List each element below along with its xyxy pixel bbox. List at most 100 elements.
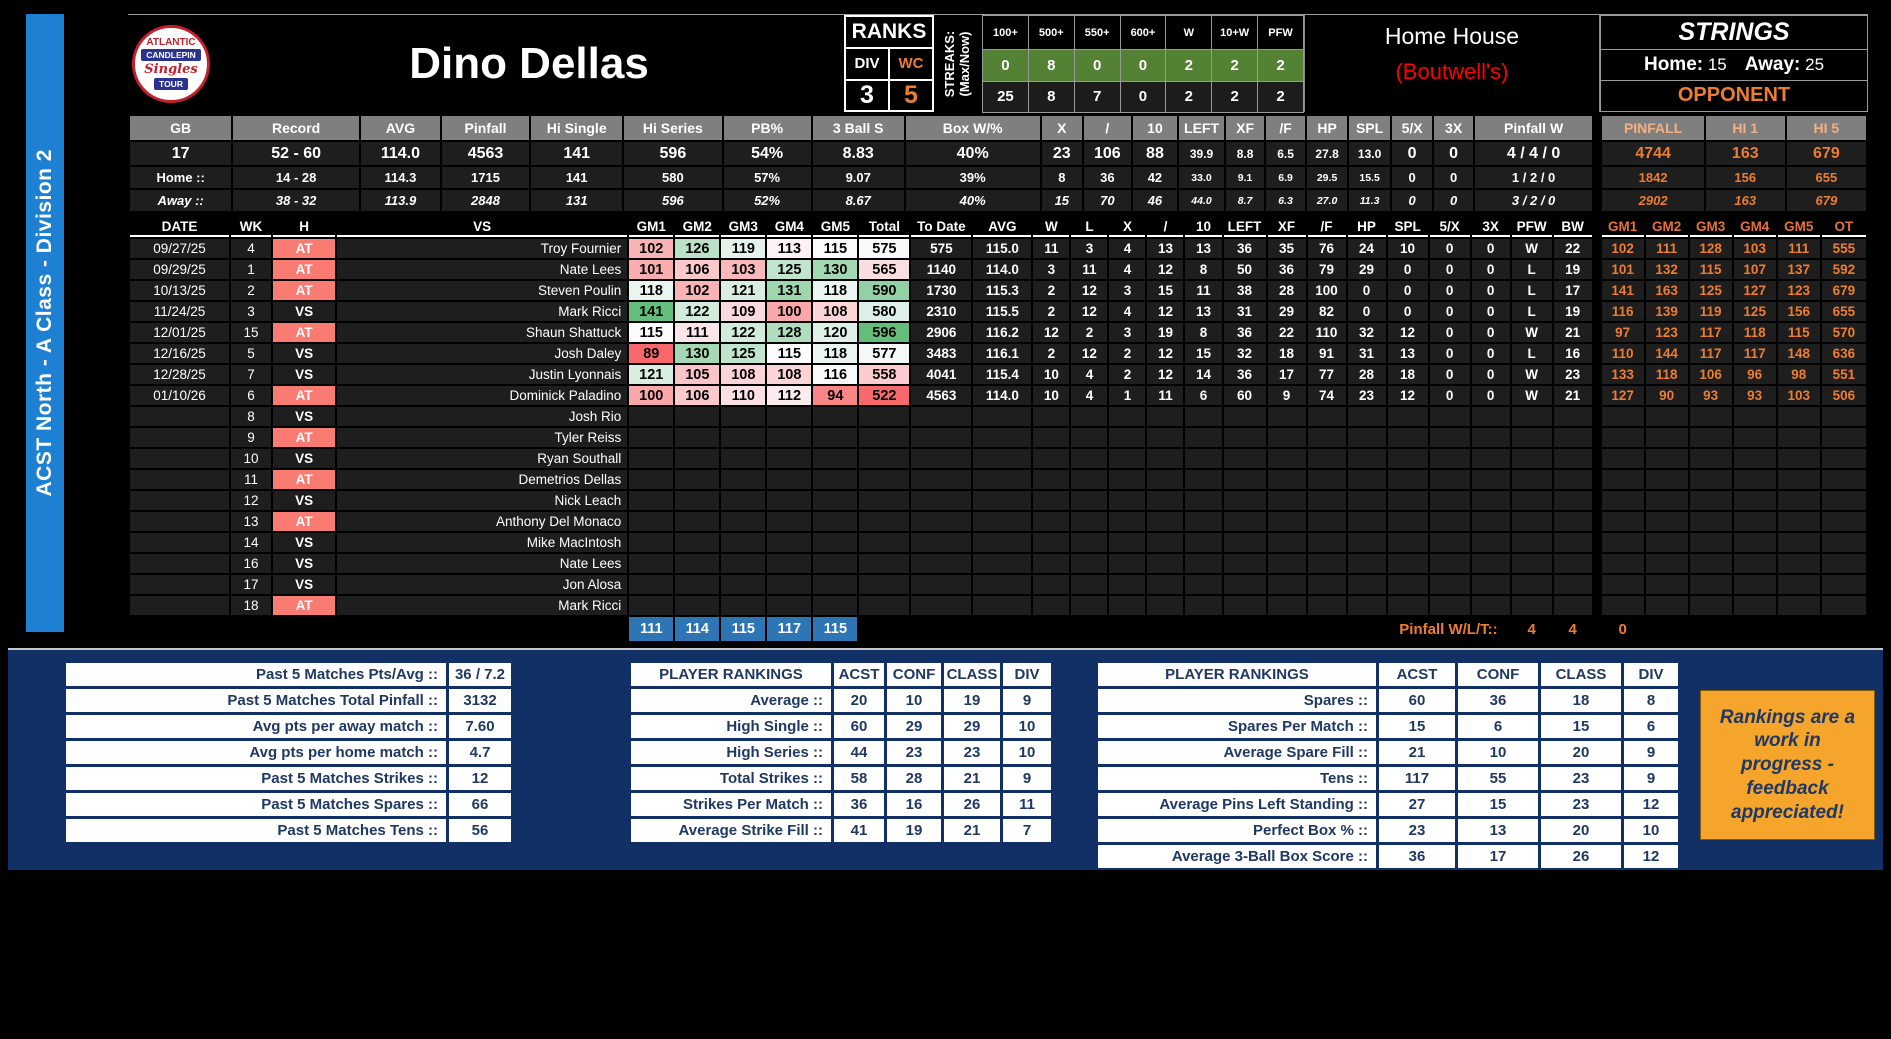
match-stat[interactable]: 28 xyxy=(1267,281,1306,300)
opponent-game-score[interactable] xyxy=(1601,407,1644,426)
game-score[interactable] xyxy=(813,449,858,468)
ranking-value[interactable]: 7 xyxy=(1003,819,1051,842)
ranking-stat-label[interactable]: Perfect Box % :: xyxy=(1098,819,1376,842)
opponent-game-score[interactable]: 93 xyxy=(1733,386,1776,405)
ranking-value[interactable]: 20 xyxy=(1541,741,1621,764)
ranking-stat-label[interactable]: High Series :: xyxy=(631,741,831,764)
average-to-date[interactable] xyxy=(973,512,1032,531)
game-score[interactable]: 118 xyxy=(813,344,858,363)
match-stat[interactable]: 2 xyxy=(1109,344,1146,363)
match-stat[interactable] xyxy=(1429,575,1470,594)
match-stat[interactable] xyxy=(1267,449,1306,468)
pinfall-win-flag[interactable] xyxy=(1511,575,1552,594)
game-score[interactable] xyxy=(721,470,766,489)
match-stat[interactable]: 2 xyxy=(1071,323,1108,342)
opponent-game-score[interactable] xyxy=(1689,428,1732,447)
match-stat[interactable] xyxy=(1071,449,1108,468)
ranking-value[interactable]: 10 xyxy=(887,689,941,712)
game-score[interactable] xyxy=(675,554,720,573)
streak-max-cell[interactable]: 2 xyxy=(1211,49,1259,82)
match-date[interactable]: 12/01/25 xyxy=(130,323,230,342)
match-stat[interactable]: 0 xyxy=(1429,386,1470,405)
opponent-game-score[interactable] xyxy=(1689,512,1732,531)
stats-opp-value[interactable]: 679 xyxy=(1786,142,1866,165)
match-stat[interactable] xyxy=(1147,470,1184,489)
ranking-value[interactable]: 11 xyxy=(1003,793,1051,816)
stats-value[interactable]: 4 / 4 / 0 xyxy=(1474,142,1593,165)
game-average[interactable]: 111 xyxy=(629,617,674,641)
stats-value[interactable]: 46 xyxy=(1132,190,1178,211)
past5-value[interactable]: 3132 xyxy=(449,689,511,712)
opponent-game-score[interactable] xyxy=(1777,449,1820,468)
pinfall-to-date[interactable] xyxy=(911,533,972,552)
opponent-name[interactable]: Mark Ricci xyxy=(337,596,628,615)
game-score[interactable] xyxy=(721,596,766,615)
match-stat[interactable]: 18 xyxy=(1267,344,1306,363)
ranking-value[interactable]: 17 xyxy=(1458,845,1538,868)
match-stat[interactable] xyxy=(1147,533,1184,552)
match-week[interactable]: 9 xyxy=(231,428,272,447)
match-stat[interactable]: 28 xyxy=(1347,365,1386,384)
ranking-value[interactable]: 26 xyxy=(944,793,1000,816)
game-score[interactable]: 125 xyxy=(767,260,812,279)
stats-value[interactable]: 596 xyxy=(624,190,722,211)
stats-value[interactable]: 3 / 2 / 0 xyxy=(1474,190,1593,211)
game-score[interactable] xyxy=(767,575,812,594)
match-stat[interactable] xyxy=(1185,554,1222,573)
pinfall-win-flag[interactable]: L xyxy=(1511,302,1552,321)
game-score[interactable]: 110 xyxy=(721,386,766,405)
opponent-name[interactable]: Mike MacIntosh xyxy=(337,533,628,552)
opponent-name[interactable]: Justin Lyonnais xyxy=(337,365,628,384)
pinfall-to-date[interactable] xyxy=(911,407,972,426)
opponent-game-score[interactable] xyxy=(1645,554,1688,573)
match-stat[interactable] xyxy=(1387,449,1428,468)
match-stat[interactable] xyxy=(1185,533,1222,552)
match-week[interactable]: 6 xyxy=(231,386,272,405)
pinfall-to-date[interactable]: 3483 xyxy=(911,344,972,363)
game-score[interactable]: 131 xyxy=(767,281,812,300)
match-stat[interactable]: 2 xyxy=(1033,344,1070,363)
stats-value[interactable]: 9.1 xyxy=(1225,167,1265,188)
opponent-game-score[interactable] xyxy=(1689,470,1732,489)
match-stat[interactable]: 31 xyxy=(1347,344,1386,363)
ranking-value[interactable]: 23 xyxy=(1541,767,1621,790)
match-stat[interactable] xyxy=(1267,596,1306,615)
ranking-value[interactable]: 10 xyxy=(1624,819,1678,842)
game-score[interactable]: 122 xyxy=(675,302,720,321)
match-stat[interactable] xyxy=(1033,470,1070,489)
stats-value[interactable]: 141 xyxy=(531,167,623,188)
opponent-game-score[interactable]: 118 xyxy=(1733,323,1776,342)
match-stat[interactable] xyxy=(1471,407,1510,426)
game-score[interactable] xyxy=(767,491,812,510)
past5-value[interactable]: 12 xyxy=(449,767,511,790)
match-stat[interactable]: 8 xyxy=(1185,323,1222,342)
match-stat[interactable]: 0 xyxy=(1387,260,1428,279)
opponent-game-score[interactable] xyxy=(1689,491,1732,510)
match-stat[interactable]: 32 xyxy=(1347,323,1386,342)
match-stat[interactable]: 0 xyxy=(1347,302,1386,321)
match-venue[interactable]: VS xyxy=(273,365,336,384)
opponent-game-score[interactable]: 90 xyxy=(1645,386,1688,405)
game-score[interactable] xyxy=(675,596,720,615)
ranking-value[interactable]: 6 xyxy=(1458,715,1538,738)
game-score[interactable] xyxy=(767,428,812,447)
game-score[interactable]: 111 xyxy=(675,323,720,342)
game-score[interactable] xyxy=(675,512,720,531)
stats-value[interactable]: 6.3 xyxy=(1266,190,1305,211)
match-stat[interactable] xyxy=(1347,512,1386,531)
ranking-value[interactable]: 55 xyxy=(1458,767,1538,790)
match-stat[interactable]: 14 xyxy=(1185,365,1222,384)
stats-value[interactable]: 39% xyxy=(905,167,1040,188)
match-total[interactable]: 558 xyxy=(859,365,910,384)
ranking-value[interactable]: 36 xyxy=(1379,845,1455,868)
match-date[interactable] xyxy=(130,554,230,573)
ranking-value[interactable]: 21 xyxy=(944,819,1000,842)
match-week[interactable]: 3 xyxy=(231,302,272,321)
stats-value[interactable]: 0 xyxy=(1434,142,1473,165)
stats-value[interactable]: 15 xyxy=(1041,190,1083,211)
match-stat[interactable] xyxy=(1185,491,1222,510)
match-stat[interactable] xyxy=(1223,428,1266,447)
opponent-game-score[interactable] xyxy=(1777,554,1820,573)
match-week[interactable]: 2 xyxy=(231,281,272,300)
match-date[interactable]: 09/29/25 xyxy=(130,260,230,279)
